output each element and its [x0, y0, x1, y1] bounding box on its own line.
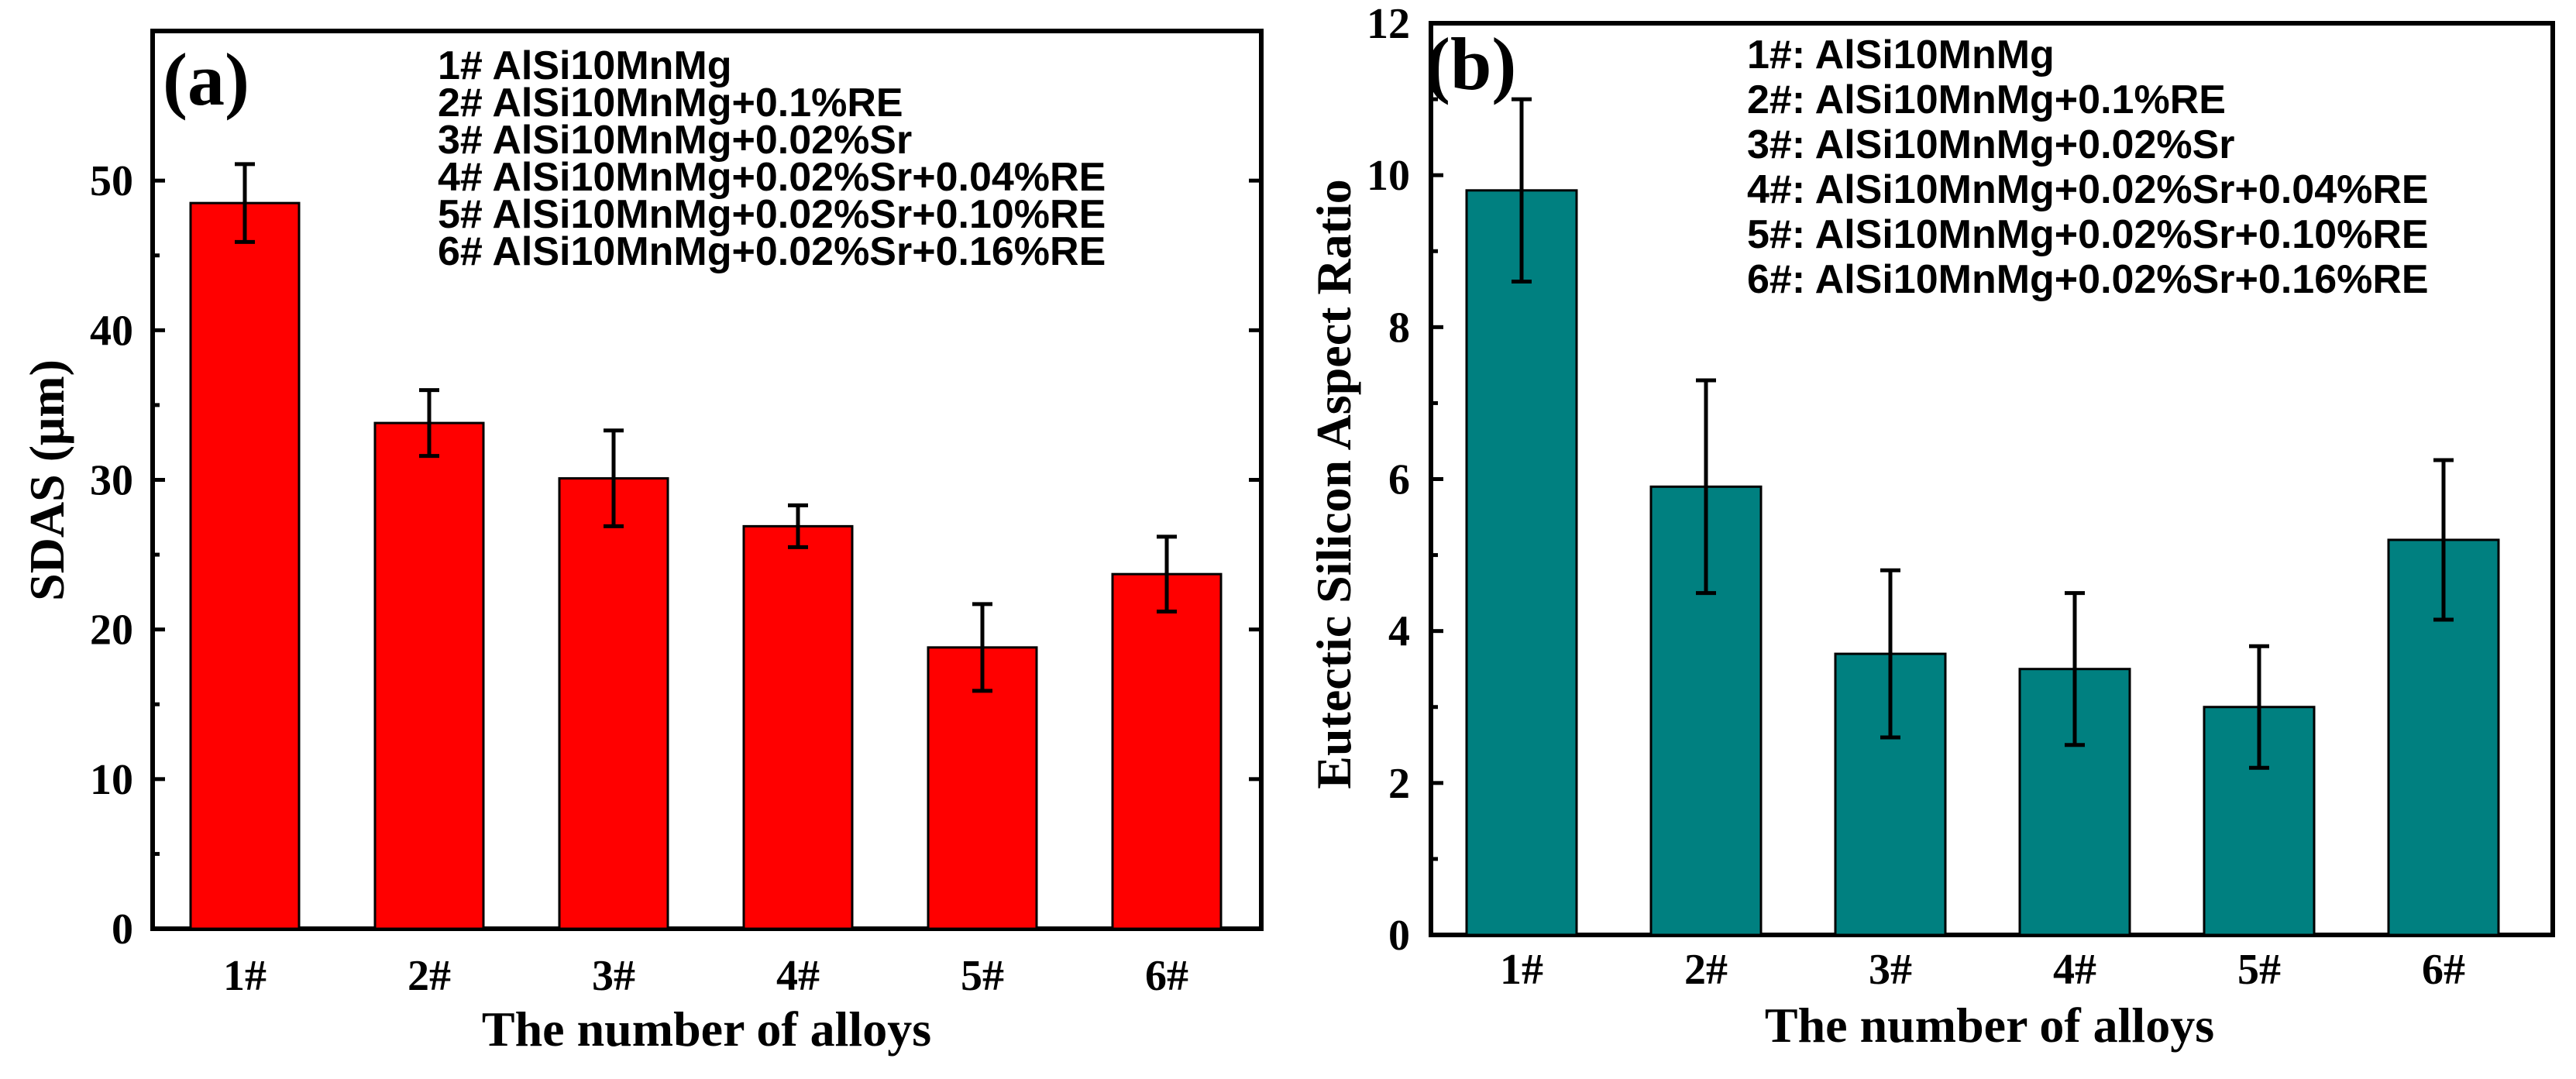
bar-2 — [373, 421, 485, 930]
panel-b: 0 2 4 6 8 10 12 1# 2# 3# 4# 5# 6# (b) 1#: AlSi10MnM… — [1306, 0, 2555, 1053]
x-tick-label: 2# — [1684, 946, 1728, 994]
error-bar-5 — [972, 602, 992, 693]
panel-b-y-tick-labels: 0 2 4 6 8 10 12 — [1367, 0, 1410, 960]
panel-a-y-tick-labels: 0 10 20 30 40 50 — [90, 157, 133, 954]
legend-entry: 1#: AlSi10MnMg — [1747, 33, 2055, 77]
legend-entry: 5# AlSi10MnMg+0.02%Sr+0.10%RE — [438, 192, 1106, 237]
y-tick-label: 0 — [1388, 912, 1410, 960]
bar-1 — [189, 201, 301, 930]
panel-a-y-axis-title: SDAS (μm) — [19, 359, 74, 601]
legend-entry: 3#: AlSi10MnMg+0.02%Sr — [1747, 122, 2235, 167]
y-tick-label: 6 — [1388, 456, 1410, 504]
panel-a-label: (a) — [163, 38, 249, 121]
y-tick-label: 50 — [90, 157, 133, 205]
legend-entry: 2# AlSi10MnMg+0.1%RE — [438, 81, 903, 125]
y-tick-label: 20 — [90, 607, 133, 655]
panel-a-bars — [189, 201, 1223, 930]
error-bar-3 — [1880, 568, 1900, 740]
error-bar-3 — [604, 428, 624, 528]
legend-entry: 4# AlSi10MnMg+0.02%Sr+0.04%RE — [438, 155, 1106, 200]
x-tick-label: 6# — [1145, 952, 1188, 1000]
panel-a-ticks — [153, 178, 1261, 931]
error-bar-1 — [1512, 97, 1532, 283]
legend-entry: 6#: AlSi10MnMg+0.02%Sr+0.16%RE — [1747, 257, 2429, 302]
x-tick-label: 3# — [1869, 946, 1912, 994]
error-bar-6 — [2433, 458, 2454, 622]
error-bar-4 — [2065, 591, 2085, 747]
panel-b-x-axis-title: The number of alloys — [1765, 998, 2214, 1053]
legend-entry: 5#: AlSi10MnMg+0.02%Sr+0.10%RE — [1747, 212, 2429, 257]
panel-b-x-tick-labels: 1# 2# 3# 4# 5# 6# — [1500, 946, 2465, 994]
y-tick-label: 40 — [90, 307, 133, 355]
x-tick-label: 4# — [776, 952, 820, 1000]
y-tick-label: 2 — [1388, 760, 1410, 808]
legend-entry: 4#: AlSi10MnMg+0.02%Sr+0.04%RE — [1747, 167, 2429, 212]
legend-entry: 3# AlSi10MnMg+0.02%Sr — [438, 118, 912, 163]
bar-4 — [742, 524, 854, 930]
bar-5 — [927, 646, 1038, 930]
error-bar-4 — [788, 503, 808, 549]
panel-a-error-bars — [235, 162, 1177, 693]
panel-a-x-tick-labels: 1# 2# 3# 4# 5# 6# — [223, 952, 1188, 1000]
x-tick-label: 1# — [1500, 946, 1543, 994]
panel-a: 0 10 20 30 40 50 1# 2# 3# 4# 5# 6# (a) 1# AlSi10Mn… — [19, 29, 1264, 1057]
panel-b-label: (b) — [1426, 22, 1516, 105]
x-tick-label: 3# — [592, 952, 635, 1000]
error-bar-2 — [1696, 378, 1716, 596]
y-tick-label: 4 — [1388, 608, 1410, 656]
error-bar-1 — [235, 162, 255, 244]
y-tick-label: 8 — [1388, 304, 1410, 352]
x-tick-label: 1# — [223, 952, 267, 1000]
y-tick-label: 12 — [1367, 0, 1410, 48]
x-tick-label: 5# — [2237, 946, 2281, 994]
x-tick-label: 6# — [2422, 946, 2465, 994]
y-tick-label: 10 — [90, 756, 133, 804]
bar-1 — [1465, 189, 1578, 936]
legend-entry: 1# AlSi10MnMg — [438, 43, 732, 88]
x-tick-label: 2# — [408, 952, 451, 1000]
error-bar-6 — [1157, 534, 1177, 613]
error-bar-5 — [2249, 644, 2269, 770]
bar-3 — [558, 477, 669, 930]
panel-b-error-bars — [1512, 97, 2454, 770]
y-tick-label: 30 — [90, 457, 133, 505]
legend-entry: 2#: AlSi10MnMg+0.1%RE — [1747, 77, 2226, 122]
y-tick-label: 10 — [1367, 152, 1410, 200]
x-tick-label: 4# — [2053, 946, 2096, 994]
panel-b-y-axis-title: Eutectic Silicon Aspect Ratio — [1306, 179, 1361, 789]
x-tick-label: 5# — [961, 952, 1004, 1000]
panel-a-x-axis-title: The number of alloys — [482, 1002, 931, 1057]
y-tick-label: 0 — [112, 905, 133, 954]
legend-entry: 6# AlSi10MnMg+0.02%Sr+0.16%RE — [438, 229, 1106, 274]
bar-6 — [1111, 572, 1223, 930]
error-bar-2 — [419, 388, 439, 459]
